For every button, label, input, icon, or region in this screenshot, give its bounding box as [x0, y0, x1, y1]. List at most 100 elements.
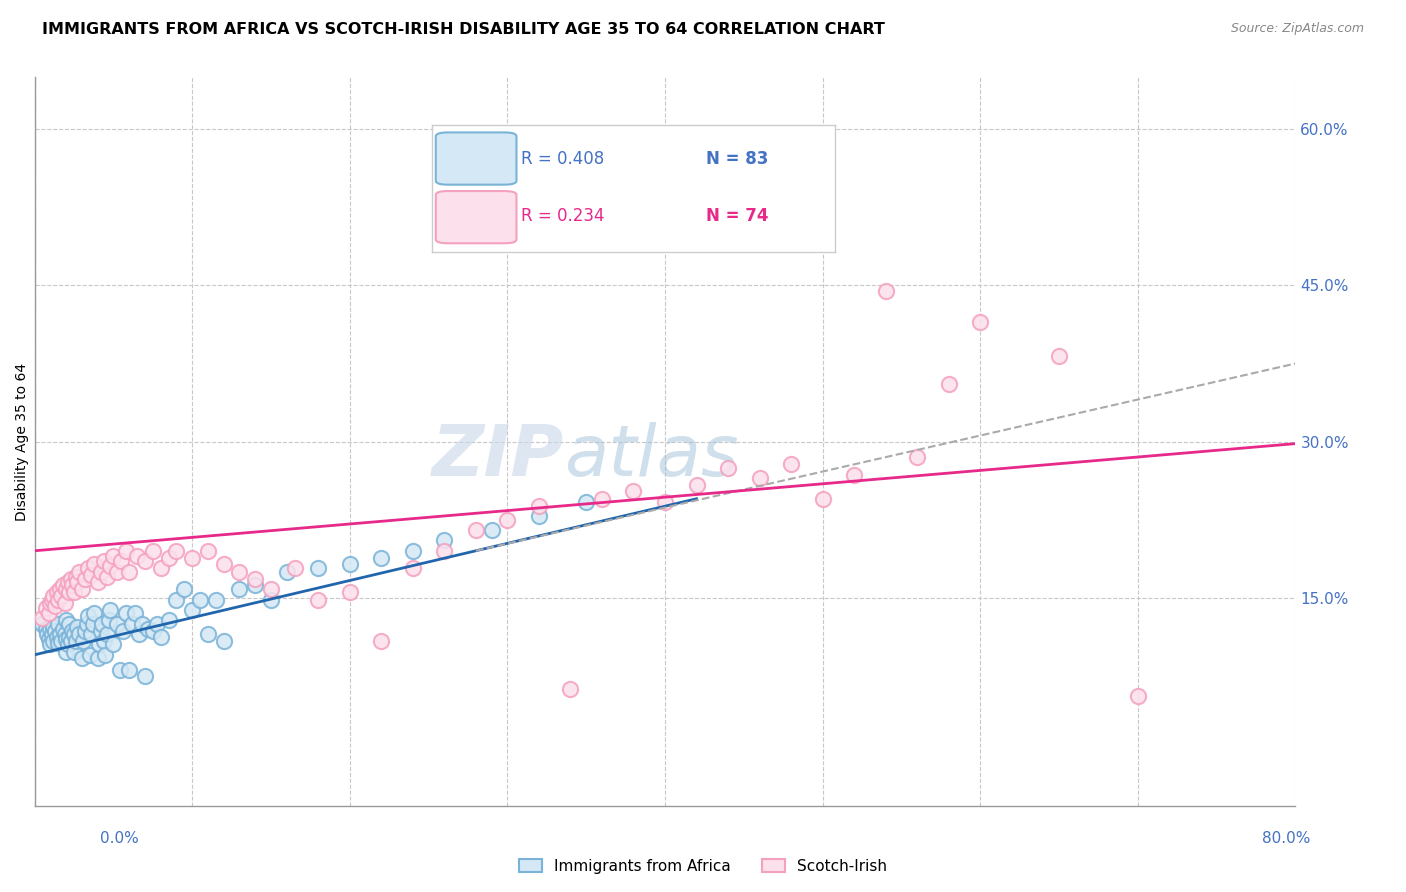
Point — [149, 561, 172, 575]
Point — [39, 637, 62, 651]
Point — [370, 551, 392, 566]
Text: Source: ZipAtlas.com: Source: ZipAtlas.com — [1230, 22, 1364, 36]
Point — [165, 592, 187, 607]
Y-axis label: Disability Age 35 to 64: Disability Age 35 to 64 — [15, 362, 30, 521]
Point — [63, 645, 86, 659]
Point — [1047, 349, 1070, 363]
Point — [93, 634, 115, 648]
Point — [38, 606, 60, 620]
Point — [103, 637, 125, 651]
Point — [73, 624, 96, 638]
Point — [142, 543, 165, 558]
Point — [82, 616, 104, 631]
Point — [276, 565, 298, 579]
Point — [811, 491, 834, 506]
Point — [875, 284, 897, 298]
Point — [260, 582, 283, 597]
Text: IMMIGRANTS FROM AFRICA VS SCOTCH-IRISH DISABILITY AGE 35 TO 64 CORRELATION CHART: IMMIGRANTS FROM AFRICA VS SCOTCH-IRISH D… — [42, 22, 884, 37]
Point — [149, 630, 172, 644]
Point — [51, 589, 73, 603]
Legend: Immigrants from Africa, Scotch-Irish: Immigrants from Africa, Scotch-Irish — [513, 853, 893, 880]
Text: ZIP: ZIP — [432, 422, 564, 491]
Point — [83, 606, 105, 620]
Point — [58, 616, 80, 631]
Point — [55, 614, 77, 628]
Point — [80, 567, 103, 582]
Point — [76, 616, 98, 631]
Point — [197, 543, 219, 558]
Point — [42, 634, 65, 648]
Point — [31, 616, 53, 631]
Point — [59, 572, 82, 586]
Point — [46, 592, 69, 607]
Point — [52, 578, 75, 592]
Point — [560, 682, 582, 697]
Point — [842, 467, 865, 482]
Point — [969, 315, 991, 329]
Point — [118, 664, 141, 678]
Point — [93, 554, 115, 568]
Point — [67, 565, 90, 579]
Point — [204, 592, 226, 607]
Point — [527, 509, 550, 524]
Point — [42, 589, 65, 603]
Point — [70, 582, 93, 597]
Point — [66, 620, 89, 634]
Point — [173, 582, 195, 597]
Point — [115, 606, 138, 620]
Point — [49, 627, 72, 641]
Point — [55, 582, 77, 597]
Point — [142, 624, 165, 638]
Point — [464, 523, 486, 537]
Point — [1126, 690, 1149, 704]
Point — [90, 624, 112, 638]
Point — [66, 574, 89, 589]
Point — [70, 651, 93, 665]
Point — [49, 582, 72, 597]
Point — [52, 622, 75, 636]
Point — [245, 572, 267, 586]
Point — [124, 606, 146, 620]
Point — [58, 585, 80, 599]
Point — [370, 634, 392, 648]
Point — [339, 585, 361, 599]
Point — [60, 624, 83, 638]
Point — [77, 609, 100, 624]
Point — [39, 596, 62, 610]
Point — [307, 592, 329, 607]
Point — [575, 495, 598, 509]
Point — [44, 624, 66, 638]
Point — [53, 596, 76, 610]
Point — [55, 645, 77, 659]
Point — [58, 630, 80, 644]
Point — [79, 648, 101, 662]
Point — [188, 592, 211, 607]
Point — [623, 484, 645, 499]
Point — [118, 565, 141, 579]
Point — [433, 533, 456, 548]
Point — [717, 460, 740, 475]
Point — [527, 499, 550, 513]
Point — [212, 634, 235, 648]
Point — [433, 543, 456, 558]
Point — [125, 549, 148, 563]
Point — [131, 616, 153, 631]
Point — [63, 627, 86, 641]
Point — [481, 523, 503, 537]
Point — [134, 668, 156, 682]
Point — [98, 559, 121, 574]
Point — [685, 478, 707, 492]
Point — [197, 627, 219, 641]
Point — [228, 565, 250, 579]
Point — [110, 554, 132, 568]
Text: atlas: atlas — [564, 422, 738, 491]
Point — [41, 627, 63, 641]
Point — [938, 377, 960, 392]
Text: 0.0%: 0.0% — [100, 831, 139, 847]
Point — [73, 572, 96, 586]
Point — [72, 634, 94, 648]
Point — [46, 636, 69, 650]
Point — [339, 558, 361, 572]
Point — [181, 551, 204, 566]
Point — [591, 491, 613, 506]
